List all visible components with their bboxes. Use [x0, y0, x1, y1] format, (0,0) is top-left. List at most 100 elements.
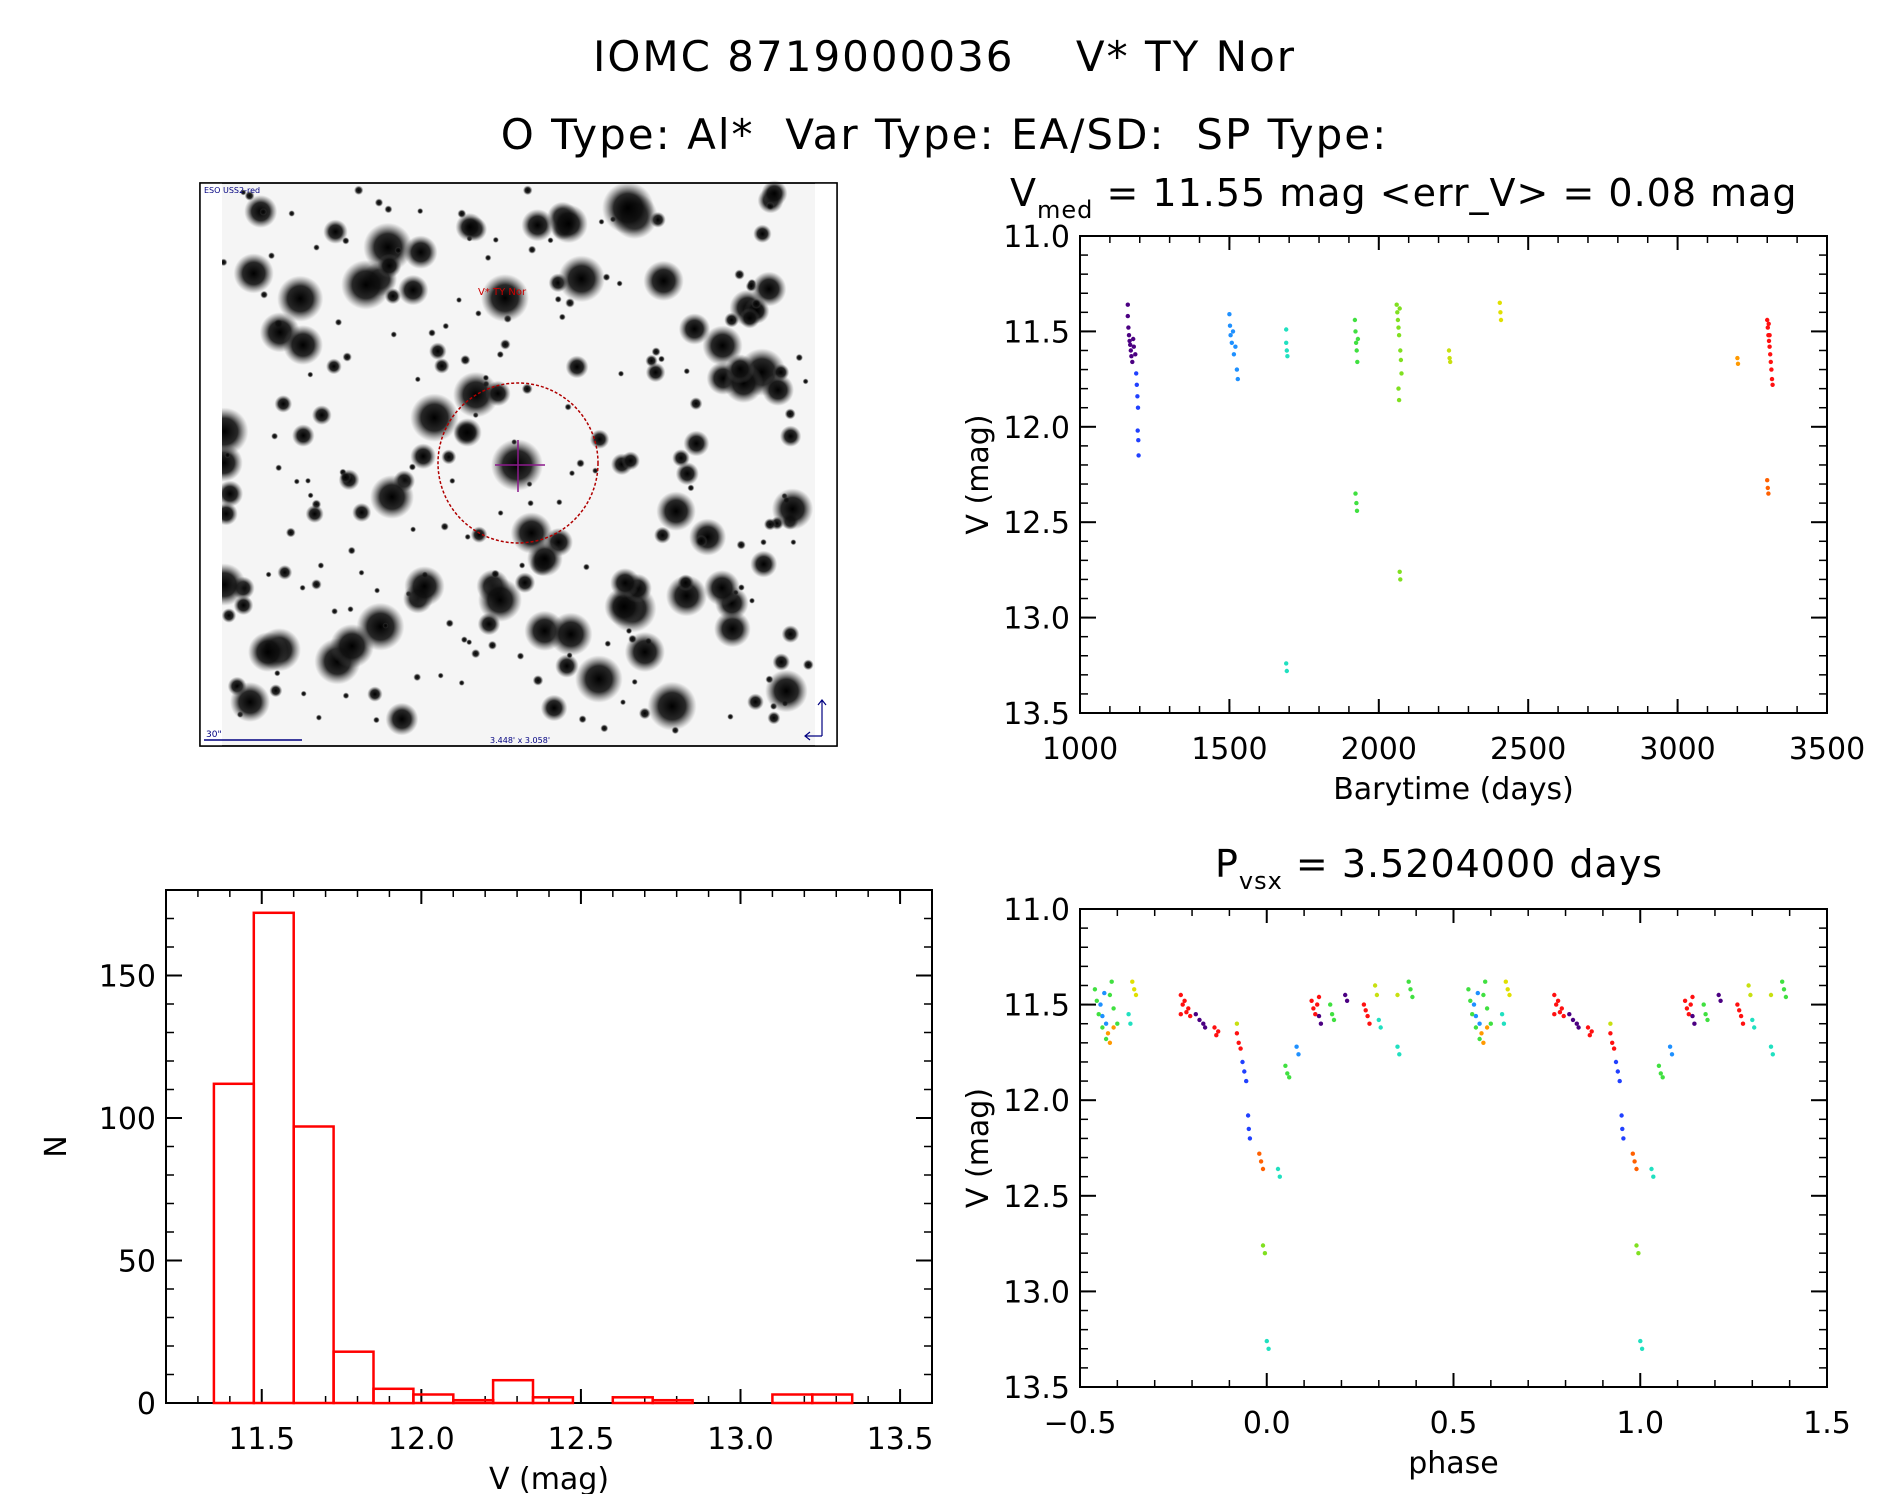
phased-point — [1111, 1006, 1116, 1011]
phased-point — [1395, 1044, 1400, 1049]
finder-star — [437, 672, 444, 679]
phased-point — [1466, 987, 1471, 992]
histogram-bar — [452, 1398, 495, 1405]
phased-point — [1748, 992, 1753, 998]
finder-star — [453, 418, 482, 447]
phased-point — [1406, 979, 1411, 984]
finder-star — [565, 355, 589, 379]
finder-star-field — [200, 180, 814, 736]
histogram-bar — [292, 1125, 335, 1405]
finder-star — [564, 403, 572, 411]
histogram-chart: 11.5 12.0 12.5 13.0 13.5 0 50 100 150 V (mag) N — [39, 889, 933, 1494]
phased-point — [1477, 1036, 1482, 1042]
finder-star — [390, 331, 397, 338]
phased-point — [1111, 1025, 1116, 1030]
finder-star — [767, 711, 781, 725]
phased-point — [1574, 1021, 1580, 1026]
phased-point — [1621, 1136, 1626, 1141]
finder-star — [751, 298, 762, 309]
phased-point — [1100, 1013, 1105, 1019]
lightcurve-ytick-label: 13.5 — [1003, 697, 1070, 732]
finder-star — [470, 526, 488, 543]
lightcurve-point — [1448, 359, 1453, 365]
phased-point — [1639, 1346, 1645, 1352]
phased-point — [1634, 1166, 1639, 1172]
phased-point — [1246, 1126, 1252, 1132]
finder-star — [485, 380, 511, 407]
finder-star — [404, 566, 445, 607]
lightcurve-point — [1130, 359, 1135, 365]
finder-star — [802, 659, 814, 671]
histogram-bar — [611, 1396, 654, 1405]
phased-point — [1649, 1166, 1654, 1172]
phased-title: Pvsx = 3.5204000 days — [1215, 842, 1663, 895]
finder-star — [370, 475, 414, 519]
histogram-bar — [811, 1393, 854, 1405]
finder-star — [268, 252, 275, 260]
phased-point — [1576, 1025, 1581, 1030]
finder-star — [749, 597, 755, 604]
phased-point — [1103, 1021, 1109, 1026]
lightcurve-point — [1398, 357, 1404, 363]
phased-point — [1552, 992, 1557, 998]
finder-star — [672, 449, 690, 467]
lightcurve-title: Vmed = 11.55 mag <err_V> = 0.08 mag — [1010, 171, 1798, 224]
phased-point — [1660, 1075, 1665, 1080]
finder-star — [339, 471, 352, 483]
finder-star — [307, 492, 314, 499]
phased-point — [1746, 983, 1751, 988]
lightcurve-point — [1284, 668, 1290, 674]
finder-star — [342, 237, 350, 245]
finder-star — [342, 352, 352, 362]
phased-xtick-label: 1.0 — [1616, 1406, 1664, 1441]
finder-star — [487, 640, 497, 650]
finder-star — [683, 430, 710, 457]
lightcurve-point — [1399, 371, 1404, 376]
finder-star — [317, 562, 325, 569]
phased-point — [1395, 992, 1400, 998]
lightcurve-point — [1353, 329, 1358, 334]
finder-star — [352, 502, 372, 523]
phased-point — [1102, 990, 1107, 996]
finder-star — [496, 350, 504, 359]
finder-star — [610, 568, 641, 598]
lightcurve-point — [1735, 355, 1740, 361]
histogram-xtick-label: 12.5 — [548, 1422, 615, 1457]
finder-star — [464, 533, 471, 541]
phased-point — [1343, 992, 1348, 998]
phased-point — [1372, 983, 1378, 988]
finder-star — [795, 353, 803, 362]
lightcurve-point — [1352, 317, 1358, 323]
phased-point — [1468, 998, 1473, 1003]
finder-border — [199, 182, 838, 747]
phased-point — [1178, 1012, 1184, 1017]
histogram-bar — [412, 1393, 455, 1405]
phased-point — [1098, 1002, 1103, 1007]
lightcurve-point — [1765, 317, 1770, 323]
phased-point — [1277, 1174, 1283, 1179]
lightcurve-point — [1765, 485, 1771, 491]
finder-star — [689, 397, 703, 410]
phased-point — [1184, 1010, 1189, 1015]
finder-star — [565, 298, 575, 308]
finder-star — [482, 374, 490, 381]
phased-point — [1186, 1006, 1191, 1011]
finder-star — [428, 329, 436, 337]
finder-star — [224, 452, 231, 459]
finder-star — [654, 526, 671, 544]
phased-point — [1555, 998, 1561, 1003]
phased-point — [1682, 998, 1688, 1003]
histogram-ytick-label: 150 — [99, 960, 156, 995]
histogram-ylabel: N — [39, 1135, 74, 1157]
finder-star — [790, 539, 797, 546]
phased-point — [1266, 1346, 1271, 1352]
finder-star — [771, 488, 814, 530]
finder-star — [299, 584, 306, 591]
finder-star — [602, 273, 611, 282]
phased-point — [1589, 1029, 1594, 1034]
phased-point — [1096, 1012, 1101, 1017]
histogram-xtick-label: 12.0 — [388, 1422, 455, 1457]
phased-point — [1365, 1013, 1370, 1019]
finder-star — [549, 204, 588, 244]
finder-star — [323, 219, 348, 244]
